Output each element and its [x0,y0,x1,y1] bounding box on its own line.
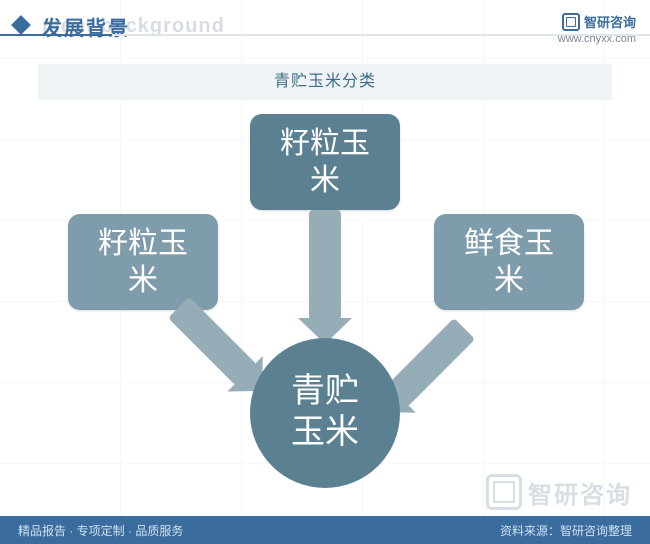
node-center-label: 青贮玉米 [291,372,359,454]
diagram-title-banner: 青贮玉米分类 [38,64,612,100]
node-left-label: 籽粒玉米 [98,225,188,300]
node-top-label: 籽粒玉米 [280,125,370,200]
node-right: 鲜食玉米 [434,214,584,310]
node-left: 籽粒玉米 [68,214,218,310]
node-center: 青贮玉米 [250,338,400,488]
watermark-brand: 智研咨询 [486,474,632,510]
node-right-label: 鲜食玉米 [464,225,554,300]
footer-right: 资料来源：智研咨询整理 [500,522,632,539]
footer-bar: 精品报告 · 专项定制 · 品质服务 资料来源：智研咨询整理 [0,516,650,544]
header-underline [0,34,650,36]
brand-block: 智研咨询 www.chyxx.com [558,12,636,45]
node-top: 籽粒玉米 [250,114,400,210]
watermark-logo-icon [486,474,522,510]
footer-left: 精品报告 · 专项定制 · 品质服务 [18,522,183,539]
diagram-stage: 籽粒玉米 籽粒玉米 鲜食玉米 青贮玉米 [0,108,650,500]
page-title: 发展背景 [42,12,130,41]
diamond-icon [11,15,31,35]
brand-logo-icon [562,13,580,31]
watermark-text: 智研咨询 [528,475,632,510]
brand-name: 智研咨询 [584,12,636,31]
